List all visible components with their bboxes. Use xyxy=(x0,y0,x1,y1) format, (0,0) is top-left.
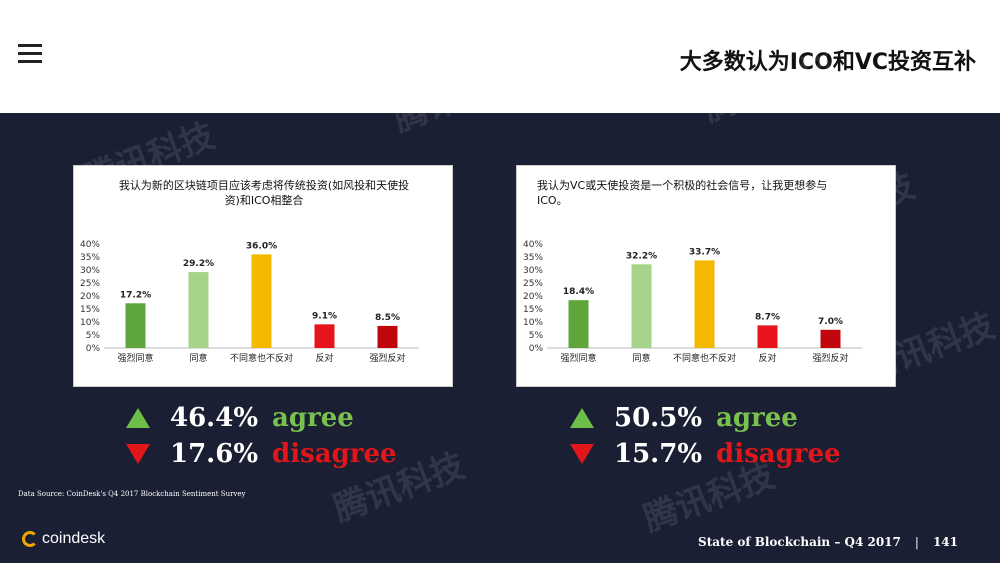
bar xyxy=(125,303,146,348)
y-tick-label: 10% xyxy=(80,318,100,328)
data-label: 36.0% xyxy=(246,241,277,251)
up-arrow-icon xyxy=(126,408,150,428)
x-tick-label: 不同意也不反对 xyxy=(230,352,293,364)
bar xyxy=(568,300,589,348)
y-tick-label: 15% xyxy=(80,305,100,315)
data-label: 33.7% xyxy=(689,247,720,257)
data-label: 29.2% xyxy=(183,259,214,269)
chart-title: 我认为VC或天使投资是一个积极的社会信号，让我更想参与ICO。 xyxy=(537,179,828,207)
agree-row: 50.5% agree xyxy=(570,400,841,436)
y-tick-label: 5% xyxy=(529,331,544,341)
data-source-note: Data Source: CoinDesk's Q4 2017 Blockcha… xyxy=(18,490,246,498)
bar xyxy=(631,264,652,348)
data-label: 7.0% xyxy=(818,317,843,327)
data-label: 32.2% xyxy=(626,251,657,261)
page-number: 141 xyxy=(932,535,958,549)
bar xyxy=(314,324,335,348)
data-label: 8.5% xyxy=(375,313,400,323)
bar xyxy=(757,325,778,348)
agree-percentage: 50.5% xyxy=(614,403,703,433)
data-label: 18.4% xyxy=(563,287,594,297)
y-tick-label: 25% xyxy=(523,279,543,289)
agree-label: agree xyxy=(716,403,798,433)
disagree-row: 17.6% disagree xyxy=(126,436,397,472)
logo-text: coindesk xyxy=(42,530,106,547)
x-tick-label: 强烈反对 xyxy=(369,352,405,364)
y-tick-label: 30% xyxy=(523,266,543,276)
x-tick-label: 反对 xyxy=(758,352,776,364)
footer-title: State of Blockchain – Q4 2017 xyxy=(698,535,901,549)
x-tick-label: 强烈反对 xyxy=(812,352,848,364)
summary-block-2: 50.5% agree 15.7% disagree xyxy=(570,400,841,472)
bar-chart-1: 0% 5% 10% 15% 20% 25% 30% 35% 40% 17.2% 强烈同意 29.2% 同… xyxy=(80,240,419,364)
x-tick-label: 不同意也不反对 xyxy=(673,352,736,364)
coindesk-logo-icon xyxy=(22,530,38,547)
coindesk-logo: coindesk xyxy=(22,530,105,548)
y-tick-label: 30% xyxy=(80,266,100,276)
disagree-label: disagree xyxy=(716,439,841,469)
summary-block-1: 46.4% agree 17.6% disagree xyxy=(126,400,397,472)
y-tick-label: 15% xyxy=(523,305,543,315)
y-tick-label: 40% xyxy=(523,240,543,250)
agree-label: agree xyxy=(272,403,354,433)
disagree-label: disagree xyxy=(272,439,397,469)
bar xyxy=(377,325,398,348)
y-tick-label: 40% xyxy=(80,240,100,250)
footer: State of Blockchain – Q4 2017 | 141 xyxy=(698,535,958,549)
y-tick-label: 20% xyxy=(523,292,543,302)
y-tick-label: 0% xyxy=(529,344,544,354)
y-tick-label: 5% xyxy=(86,331,101,341)
header-bar: 大多数认为ICO和VC投资互补 xyxy=(0,0,1000,113)
page-title: 大多数认为ICO和VC投资互补 xyxy=(679,50,976,75)
bar xyxy=(694,260,715,348)
y-tick-label: 35% xyxy=(523,253,543,263)
footer-separator: | xyxy=(914,535,919,549)
agree-percentage: 46.4% xyxy=(170,403,259,433)
y-tick-label: 35% xyxy=(80,253,100,263)
data-label: 8.7% xyxy=(755,312,780,322)
x-tick-label: 反对 xyxy=(315,352,333,364)
agree-row: 46.4% agree xyxy=(126,400,397,436)
x-tick-label: 强烈同意 xyxy=(117,352,153,364)
down-arrow-icon xyxy=(126,444,150,464)
x-tick-label: 同意 xyxy=(632,352,650,364)
disagree-percentage: 15.7% xyxy=(614,439,703,469)
chart-card-1: 我认为新的区块链项目应该考虑将传统投资(如风投和天使投资)和ICO相整合 0% 5… xyxy=(73,165,453,387)
x-tick-label: 同意 xyxy=(189,352,207,364)
disagree-row: 15.7% disagree xyxy=(570,436,841,472)
data-label: 9.1% xyxy=(312,311,337,321)
y-tick-label: 25% xyxy=(80,279,100,289)
data-label: 17.2% xyxy=(120,290,151,300)
disagree-percentage: 17.6% xyxy=(170,439,259,469)
y-tick-label: 10% xyxy=(523,318,543,328)
down-arrow-icon xyxy=(570,444,594,464)
bar xyxy=(820,329,841,348)
chart-title: 我认为新的区块链项目应该考虑将传统投资(如风投和天使投资)和ICO相整合 xyxy=(118,179,410,207)
bar xyxy=(251,254,272,348)
bar-chart-2: 0% 5% 10% 15% 20% 25% 30% 35% 40% 18.4% 强烈同意 32.2% 同… xyxy=(523,240,862,364)
x-tick-label: 强烈同意 xyxy=(560,352,596,364)
bar xyxy=(188,272,209,348)
y-tick-label: 20% xyxy=(80,292,100,302)
up-arrow-icon xyxy=(570,408,594,428)
y-tick-label: 0% xyxy=(86,344,101,354)
chart-card-2: 我认为VC或天使投资是一个积极的社会信号，让我更想参与ICO。 0% 5% 10% 1… xyxy=(516,165,896,387)
menu-icon[interactable] xyxy=(18,44,42,64)
